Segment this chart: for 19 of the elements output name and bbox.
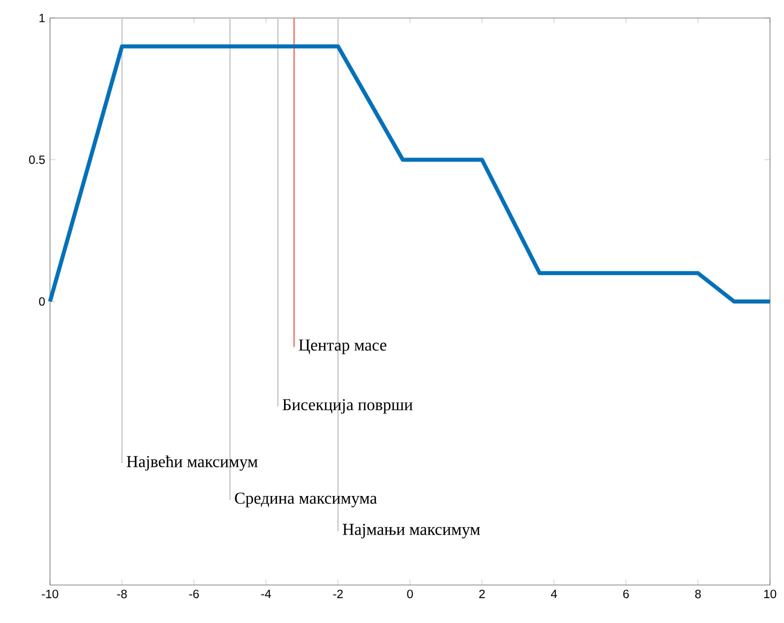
x-tick-label: -8 bbox=[117, 590, 127, 598]
x-tick-label: -6 bbox=[189, 590, 199, 598]
annotation: Најмањи максимум bbox=[342, 524, 480, 538]
x-tick-label: -4 bbox=[261, 590, 271, 598]
x-tick-label: 0 bbox=[407, 590, 413, 598]
annotation: Средина максимума bbox=[234, 492, 377, 508]
y-tick-label: 1 bbox=[40, 14, 45, 22]
x-tick-label: 8 bbox=[695, 590, 701, 598]
y-tick-label: 0 bbox=[39, 297, 45, 306]
x-tick-label: 2 bbox=[479, 590, 485, 598]
annotation: Бисекција површи bbox=[282, 399, 413, 414]
x-tick-label: 10 bbox=[764, 590, 776, 598]
x-tick-label: -10 bbox=[42, 590, 58, 598]
x-tick-label: 4 bbox=[550, 590, 557, 598]
x-tick-label: -2 bbox=[333, 590, 343, 598]
annotation: Највећи максимум bbox=[126, 456, 258, 471]
annotation: Центар масе bbox=[298, 340, 386, 354]
x-tick-label: 6 bbox=[623, 590, 629, 598]
y-tick-label: 0.5 bbox=[29, 155, 45, 164]
